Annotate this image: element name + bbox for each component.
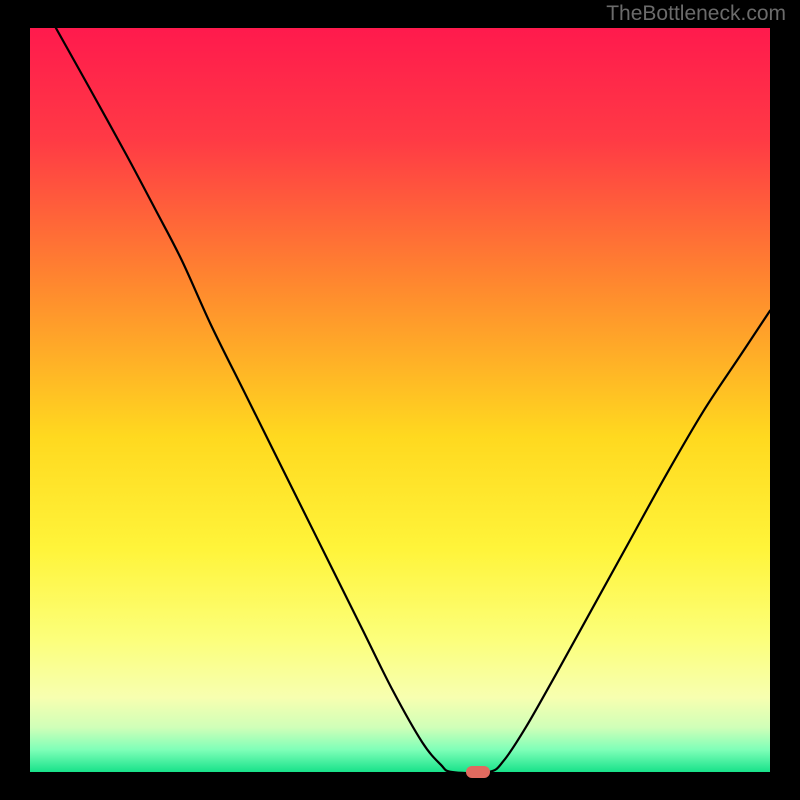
chart-plot-area	[30, 28, 770, 772]
chart-svg	[30, 28, 770, 772]
sweet-spot-marker	[466, 766, 490, 778]
watermark-label: TheBottleneck.com	[606, 2, 786, 26]
gradient-background	[30, 28, 770, 772]
